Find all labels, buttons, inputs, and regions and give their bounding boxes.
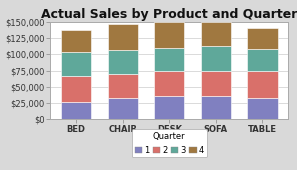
Bar <box>61 30 91 52</box>
Bar <box>247 71 278 98</box>
Bar <box>154 96 184 119</box>
Title: Actual Sales by Product and Quarter: Actual Sales by Product and Quarter <box>41 8 297 21</box>
Bar <box>61 52 91 76</box>
Bar <box>108 24 138 50</box>
Bar <box>247 28 278 49</box>
Bar <box>154 71 184 96</box>
Bar <box>201 22 231 46</box>
Bar <box>247 98 278 119</box>
Bar <box>108 98 138 119</box>
Bar <box>154 22 184 48</box>
Bar <box>61 76 91 101</box>
Bar <box>201 96 231 119</box>
Bar <box>61 101 91 119</box>
Bar <box>108 50 138 74</box>
Legend: 1, 2, 3, 4: 1, 2, 3, 4 <box>132 130 207 157</box>
Bar <box>201 71 231 96</box>
Bar <box>201 46 231 71</box>
Bar <box>108 74 138 98</box>
Bar <box>154 48 184 71</box>
Y-axis label: Sales: Sales <box>0 56 3 85</box>
Bar <box>247 49 278 71</box>
